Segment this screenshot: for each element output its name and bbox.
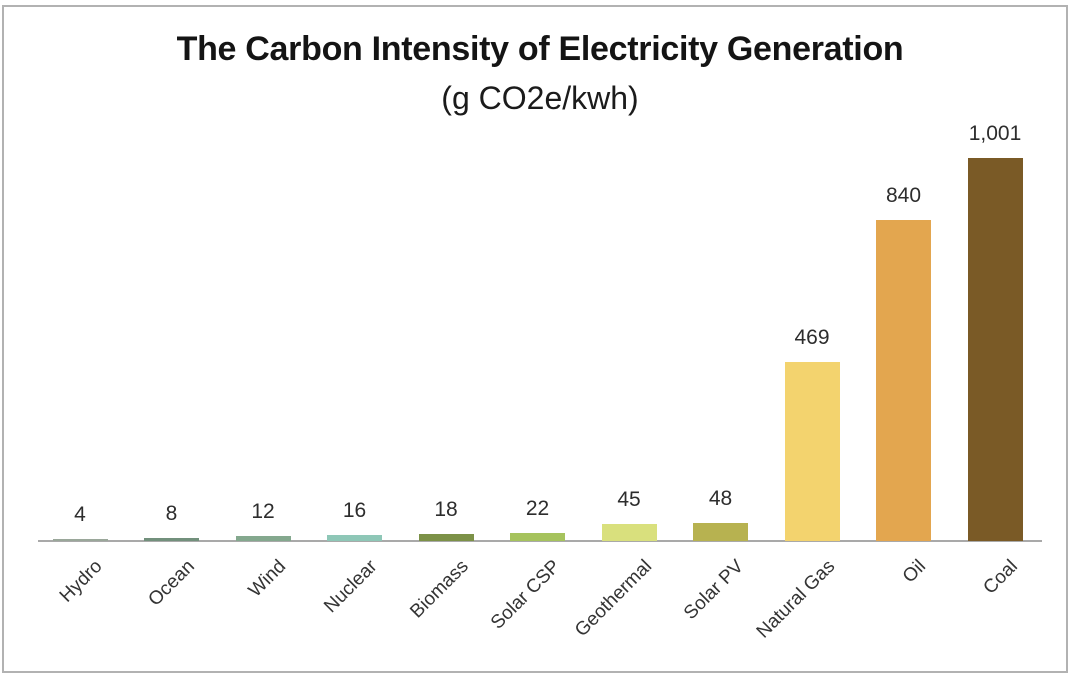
bar-value-geothermal: 45 (617, 487, 641, 511)
bar-value-wind: 12 (251, 500, 275, 524)
bar-wind (235, 536, 291, 541)
x-label-natural-gas: Natural Gas (752, 556, 839, 643)
bar-ocean (144, 537, 199, 541)
x-label-coal: Coal (979, 556, 1022, 599)
bar-value-hydro: 4 (74, 503, 86, 526)
bar-coal (967, 158, 1023, 541)
x-label-oil: Oil (899, 556, 931, 588)
x-label-geothermal: Geothermal (570, 556, 656, 642)
bar-value-biomass: 18 (434, 498, 458, 522)
bar-solar-pv (693, 522, 748, 541)
x-label-nuclear: Nuclear (320, 556, 382, 618)
x-label-solar-pv: Solar PV (679, 556, 748, 624)
bar-value-solar-pv: 48 (708, 486, 733, 510)
chart-subtitle: (g CO2e/kwh) (441, 80, 639, 116)
bar-natural-gas (784, 361, 840, 541)
x-label-ocean: Ocean (143, 556, 199, 611)
bar-value-coal: 1,001 (968, 122, 1022, 145)
x-label-biomass: Biomass (406, 556, 473, 623)
x-label-wind: Wind (244, 556, 290, 602)
bar-value-natural-gas: 469 (794, 325, 830, 349)
x-label-solar-csp: Solar CSP (486, 556, 565, 634)
bar-solar-csp (510, 532, 565, 541)
bar-hydro (52, 539, 108, 541)
bar-geothermal (601, 523, 657, 541)
bar-oil (876, 219, 931, 541)
x-axis-line (38, 540, 1042, 542)
bar-value-nuclear: 16 (342, 498, 367, 522)
bar-biomass (418, 534, 474, 541)
bar-value-ocean: 8 (165, 501, 178, 525)
chart-title: The Carbon Intensity of Electricity Gene… (176, 30, 904, 68)
x-label-hydro: Hydro (56, 556, 107, 607)
bar-value-oil: 840 (885, 183, 922, 207)
plot-area: 4 8 12 16 18 22 45 48 469 840 1,001 (38, 122, 1042, 542)
bar-nuclear (327, 534, 382, 541)
bar-value-solar-csp: 22 (525, 496, 550, 520)
